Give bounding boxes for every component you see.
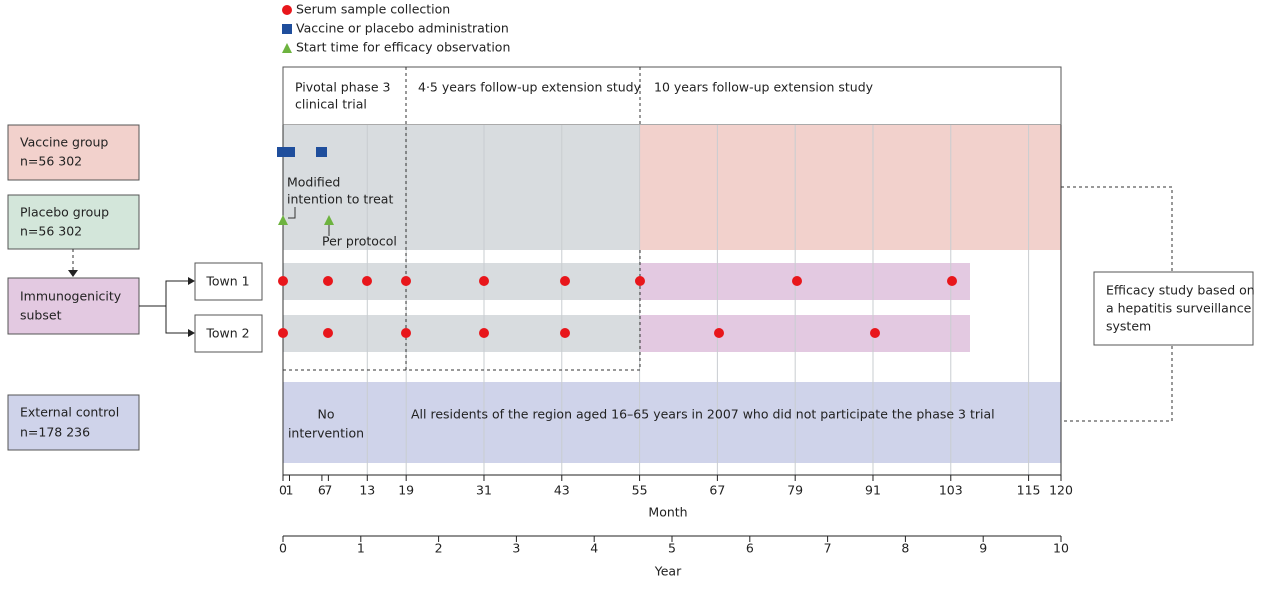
group-box bbox=[7, 124, 140, 181]
month-tick-label: 6 bbox=[318, 483, 326, 498]
legend-text: Vaccine or placebo administration bbox=[296, 21, 509, 36]
year-tick-label: 2 bbox=[435, 541, 443, 556]
pointer bbox=[288, 207, 296, 219]
month-tick-label: 19 bbox=[398, 483, 414, 498]
legend-triangle bbox=[282, 43, 292, 53]
annotation: Modified bbox=[287, 175, 340, 190]
year-tick-label: 3 bbox=[512, 541, 520, 556]
town-row bbox=[640, 263, 970, 300]
month-tick-label: 31 bbox=[476, 483, 492, 498]
connector bbox=[139, 280, 188, 334]
town-box bbox=[194, 262, 263, 301]
year-tick-label: 4 bbox=[590, 541, 598, 556]
group-text: subset bbox=[20, 308, 62, 323]
month-tick-label: 91 bbox=[865, 483, 881, 498]
month-tick-label: 55 bbox=[632, 483, 648, 498]
town-text: Town 1 bbox=[205, 274, 249, 289]
group-box bbox=[7, 394, 140, 451]
month-tick-label: 120 bbox=[1049, 483, 1073, 498]
vaccination bbox=[316, 147, 327, 157]
phase-text: 4·5 years follow-up extension study bbox=[418, 80, 642, 95]
month-tick-label: 13 bbox=[359, 483, 375, 498]
efficacy-text: Efficacy study based on bbox=[1106, 283, 1255, 298]
group-text: Vaccine group bbox=[20, 135, 108, 150]
axis-title: Month bbox=[648, 505, 687, 520]
year-tick-label: 8 bbox=[901, 541, 909, 556]
legend-text: Serum sample collection bbox=[296, 2, 450, 17]
month-tick-label: 0 bbox=[279, 483, 287, 498]
year-tick-label: 1 bbox=[357, 541, 365, 556]
followup-region bbox=[640, 125, 1061, 250]
efficacy-start bbox=[278, 215, 288, 225]
divider bbox=[283, 250, 641, 371]
group-text: Immunogenicity bbox=[20, 289, 122, 304]
efficacy-text: system bbox=[1106, 319, 1151, 334]
town-text: Town 2 bbox=[205, 326, 249, 341]
town-box bbox=[194, 314, 263, 353]
annotation: Per protocol bbox=[322, 234, 397, 249]
year-tick-label: 6 bbox=[746, 541, 754, 556]
group-box bbox=[7, 194, 140, 250]
phase-text: 10 years follow-up extension study bbox=[654, 80, 874, 95]
group-text: External control bbox=[20, 405, 119, 420]
header-box bbox=[282, 66, 1062, 126]
year-tick-label: 5 bbox=[668, 541, 676, 556]
legend-dot bbox=[282, 5, 292, 15]
group-box bbox=[7, 277, 140, 335]
efficacy-start bbox=[324, 215, 334, 225]
annotation: No bbox=[318, 407, 335, 422]
vaccination bbox=[277, 147, 295, 157]
annotation: intention to treat bbox=[287, 192, 393, 207]
efficacy-box bbox=[1093, 271, 1254, 346]
town-row bbox=[640, 315, 970, 352]
month-tick-label: 79 bbox=[787, 483, 803, 498]
control-region bbox=[283, 382, 1061, 463]
legend: Serum sample collection Vaccine or place… bbox=[282, 2, 510, 55]
group-text: n=178 236 bbox=[20, 425, 90, 440]
efficacy-text: a hepatitis surveillance bbox=[1106, 301, 1252, 316]
arrowhead bbox=[188, 277, 195, 337]
group-text: n=56 302 bbox=[20, 154, 82, 169]
annotation: All residents of the region aged 16–65 y… bbox=[411, 407, 995, 422]
month-tick-label: 103 bbox=[939, 483, 963, 498]
month-tick-label: 1 bbox=[286, 483, 294, 498]
phase-text: clinical trial bbox=[295, 97, 367, 112]
month-tick-label: 7 bbox=[324, 483, 332, 498]
town-row bbox=[283, 315, 640, 352]
town-row bbox=[283, 263, 640, 300]
year-tick-label: 7 bbox=[824, 541, 832, 556]
annotation: intervention bbox=[288, 426, 364, 441]
town2-samples bbox=[278, 328, 880, 338]
month-tick-label: 67 bbox=[709, 483, 725, 498]
phase-text: Pivotal phase 3 bbox=[295, 80, 390, 95]
town1-samples bbox=[278, 276, 957, 286]
month-tick-label: 115 bbox=[1017, 483, 1041, 498]
group-text: Placebo group bbox=[20, 205, 109, 220]
group-text: n=56 302 bbox=[20, 224, 82, 239]
legend-square bbox=[282, 24, 292, 34]
trial-region bbox=[283, 125, 640, 250]
year-tick-label: 10 bbox=[1053, 541, 1069, 556]
year-tick-label: 9 bbox=[979, 541, 987, 556]
year-tick-label: 0 bbox=[279, 541, 287, 556]
arrowhead bbox=[68, 270, 78, 277]
month-tick-label: 43 bbox=[554, 483, 570, 498]
axis-title: Year bbox=[654, 564, 682, 579]
legend-text: Start time for efficacy observation bbox=[296, 40, 510, 55]
